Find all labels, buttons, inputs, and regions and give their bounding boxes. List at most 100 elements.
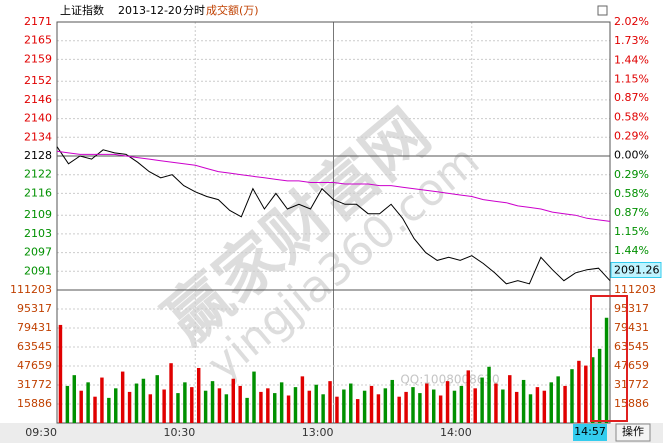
- volume-bar: [362, 390, 367, 423]
- time-box: [573, 424, 607, 441]
- volume-tick-label-right: 31772: [614, 378, 649, 391]
- footer-bar: [0, 423, 663, 443]
- volume-bar: [473, 388, 477, 423]
- x-tick-label: 10:30: [164, 426, 196, 439]
- volume-bar: [162, 389, 166, 423]
- volume-bar: [65, 385, 70, 423]
- volume-bar: [148, 394, 153, 423]
- volume-bar: [217, 388, 222, 423]
- action-button[interactable]: [615, 423, 651, 442]
- volume-bar: [487, 366, 491, 423]
- y2-tick-label: 1.44%: [614, 244, 649, 257]
- volume-bar: [328, 381, 332, 423]
- volume-bar: [590, 357, 595, 423]
- price-line: [56, 150, 611, 222]
- volume-bar: [134, 383, 139, 423]
- y-tick-label: 2128: [24, 149, 52, 162]
- y2-tick-label: 1.73%: [614, 34, 649, 47]
- volume-bar: [480, 377, 484, 423]
- watermark-qq: QQ:1008008630: [400, 373, 499, 387]
- y-tick-label: 2103: [24, 227, 52, 240]
- volume-bar: [210, 381, 215, 423]
- volume-bar: [203, 390, 208, 423]
- volume-bar: [342, 389, 346, 423]
- volume-bar: [266, 388, 270, 423]
- y-tick-label: 2152: [24, 74, 52, 87]
- volume-tick-label: 111203: [10, 283, 52, 296]
- last-value-label: 2091.26: [614, 263, 660, 276]
- volume-bar: [93, 396, 97, 423]
- volume-bar: [100, 377, 104, 423]
- y2-tick-label: 0.29%: [614, 129, 649, 142]
- volume-bar: [72, 375, 77, 423]
- y2-tick-label: 1.15%: [614, 73, 649, 86]
- volume-tick-label-right: 79431: [614, 321, 649, 334]
- volume-bar: [390, 379, 394, 423]
- volume-bar: [183, 382, 187, 423]
- volume-bar: [452, 390, 457, 423]
- volume-tick-label: 31772: [17, 378, 52, 391]
- volume-bar: [141, 378, 146, 423]
- y2-tick-label: 0.58%: [614, 187, 649, 200]
- volume-bar: [369, 385, 374, 423]
- volume-bar: [314, 384, 318, 423]
- volume-bar: [542, 390, 547, 423]
- volume-bar: [597, 348, 602, 423]
- window-icon[interactable]: [597, 5, 608, 16]
- volume-tick-label-right: 111203: [614, 283, 656, 296]
- volume-bar: [196, 367, 201, 423]
- y-tick-label: 2140: [24, 112, 52, 125]
- date: 2013-12-20: [118, 4, 182, 17]
- volume-bar: [293, 387, 298, 423]
- y-tick-label: 2159: [24, 52, 52, 65]
- volume-bar: [169, 363, 173, 423]
- volume-bar: [397, 396, 401, 423]
- volume-bar: [528, 394, 533, 423]
- volume-bar: [535, 387, 540, 423]
- volume-bar: [584, 365, 588, 423]
- volume-bar: [459, 385, 464, 423]
- y-tick-label: 2091: [24, 264, 52, 277]
- action-label[interactable]: 操作: [622, 424, 644, 438]
- volume-bar: [445, 381, 450, 423]
- last-value-box: [610, 261, 662, 278]
- volume-bar: [466, 370, 471, 423]
- volume-tick-label: 95317: [17, 302, 52, 315]
- volume-tick-label-right: 47659: [614, 359, 649, 372]
- volume-bar: [279, 382, 284, 423]
- volume-bar: [238, 385, 242, 423]
- y2-tick-label: 0.87%: [614, 91, 649, 104]
- volume-bar: [521, 379, 526, 423]
- volume-bar: [307, 390, 312, 423]
- volume-bar: [190, 387, 194, 423]
- volume-tick-label: 79431: [17, 321, 52, 334]
- volume-bar: [383, 388, 388, 423]
- y2-tick-label: 0.00%: [614, 149, 649, 162]
- volume-label: 成交额(万): [206, 3, 259, 17]
- y2-tick-label: 0.58%: [614, 110, 649, 123]
- volume-bar: [273, 393, 277, 423]
- volume-bar: [114, 388, 118, 423]
- volume-bar: [252, 371, 256, 423]
- y-tick-label: 2122: [24, 168, 52, 181]
- volume-bar: [556, 376, 560, 423]
- volume-bar: [376, 394, 381, 423]
- price-line: [56, 146, 611, 285]
- y2-tick-label: 1.15%: [614, 225, 649, 238]
- volume-bar: [231, 378, 235, 423]
- volume-bar: [563, 385, 567, 423]
- current-time: 14:57: [574, 425, 606, 438]
- volume-bar: [120, 371, 125, 423]
- volume-tick-label: 47659: [17, 359, 52, 372]
- y-tick-label: 2116: [24, 186, 52, 199]
- volume-bar: [349, 383, 353, 423]
- y-tick-label: 2097: [24, 246, 52, 259]
- volume-bar: [224, 394, 229, 423]
- volume-bar: [155, 375, 159, 423]
- y-tick-label: 2134: [24, 130, 52, 143]
- volume-bar: [501, 389, 505, 423]
- volume-tick-label-right: 95317: [614, 302, 649, 315]
- volume-tick-label: 15886: [17, 397, 52, 410]
